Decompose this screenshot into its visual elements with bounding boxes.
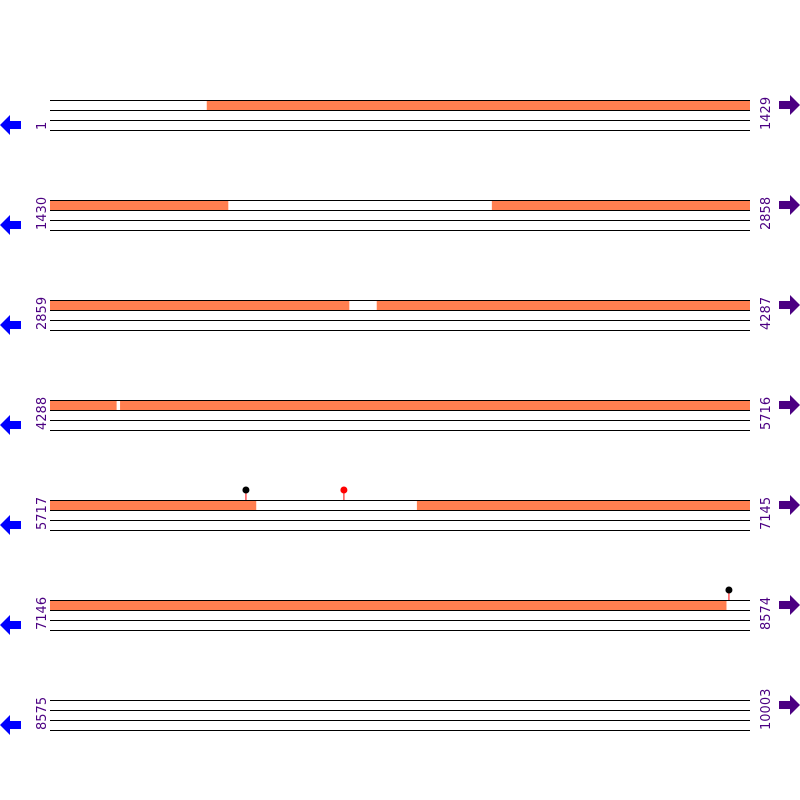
arrow-right-icon bbox=[779, 95, 800, 115]
feature-block bbox=[376, 300, 750, 310]
arrow-right-icon bbox=[779, 495, 800, 515]
row-start-label: 1 bbox=[35, 122, 50, 130]
arrow-left-icon bbox=[0, 615, 21, 635]
arrow-right-icon bbox=[779, 695, 800, 715]
row-end-label: 1429 bbox=[759, 97, 774, 130]
row-start-label: 7146 bbox=[35, 597, 50, 630]
feature-block bbox=[50, 500, 257, 510]
feature-block bbox=[50, 600, 727, 610]
sequence-row: 2859 4287 bbox=[0, 295, 800, 335]
sequence-row: 1 1429 bbox=[0, 95, 800, 135]
feature-block bbox=[50, 300, 350, 310]
feature-block bbox=[120, 400, 750, 410]
arrow-left-icon bbox=[0, 515, 21, 535]
feature-block bbox=[491, 200, 750, 210]
feature-block bbox=[416, 500, 750, 510]
arrow-right-icon bbox=[779, 295, 800, 315]
row-start-label: 4288 bbox=[35, 397, 50, 430]
feature-block bbox=[50, 200, 229, 210]
row-end-label: 2858 bbox=[759, 197, 774, 230]
feature-block bbox=[206, 100, 750, 110]
arrow-right-icon bbox=[779, 595, 800, 615]
marker-head-icon bbox=[242, 486, 250, 494]
marker-head-icon bbox=[725, 586, 733, 594]
arrow-left-icon bbox=[0, 115, 21, 135]
sequence-row: 5717 7145 bbox=[0, 486, 800, 535]
row-start-label: 5717 bbox=[35, 497, 50, 530]
sequence-row: 1430 2858 bbox=[0, 195, 800, 235]
feature-block bbox=[50, 400, 117, 410]
row-end-label: 5716 bbox=[759, 397, 774, 430]
arrow-left-icon bbox=[0, 215, 21, 235]
sequence-row: 8575 10003 bbox=[0, 689, 800, 735]
arrow-right-icon bbox=[779, 395, 800, 415]
arrow-left-icon bbox=[0, 315, 21, 335]
row-start-label: 8575 bbox=[35, 697, 50, 730]
row-end-label: 7145 bbox=[759, 497, 774, 530]
sequence-row: 7146 8574 bbox=[0, 586, 800, 635]
arrow-left-icon bbox=[0, 415, 21, 435]
row-start-label: 1430 bbox=[35, 197, 50, 230]
row-end-label: 8574 bbox=[759, 597, 774, 630]
row-start-label: 2859 bbox=[35, 297, 50, 330]
arrow-right-icon bbox=[779, 195, 800, 215]
arrow-left-icon bbox=[0, 715, 21, 735]
row-end-label: 10003 bbox=[759, 689, 774, 730]
sequence-row: 4288 5716 bbox=[0, 395, 800, 435]
row-end-label: 4287 bbox=[759, 297, 774, 330]
marker-head-icon bbox=[340, 486, 348, 494]
